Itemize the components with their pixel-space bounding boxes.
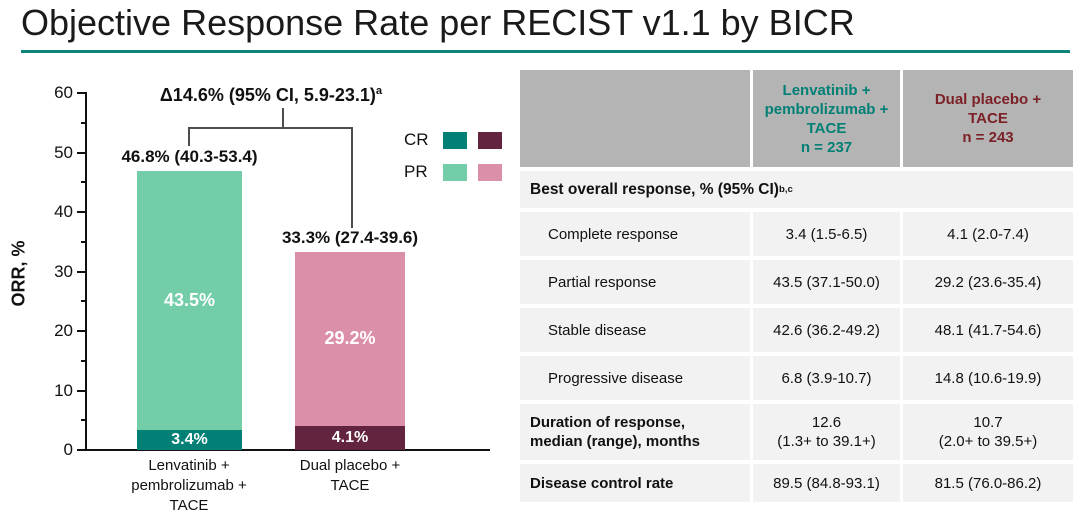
header-arm-n: n = 237 bbox=[800, 138, 853, 156]
legend-swatch-pr-lenvatinib bbox=[443, 163, 467, 181]
legend: CR PR bbox=[404, 130, 502, 195]
row-value-placebo: 48.1 (41.7-54.6) bbox=[903, 308, 1073, 352]
section-header-best-overall-response: Best overall response, % (95% CI) b,c bbox=[520, 171, 1073, 208]
cr-percent-label: 3.4% bbox=[171, 430, 208, 448]
header-arm-name: Dual placebo + TACE bbox=[934, 91, 1042, 127]
row-value-placebo: 81.5 (76.0-86.2) bbox=[903, 464, 1073, 502]
header-arm-name: Lenvatinib + pembrolizumab + TACE bbox=[764, 81, 889, 137]
legend-label-cr: CR bbox=[404, 130, 429, 149]
y-axis-minor-tick bbox=[81, 240, 86, 243]
bar-segment-cr: 4.1% bbox=[295, 425, 405, 450]
header-cell-placebo: Dual placebo + TACE n = 243 bbox=[903, 70, 1073, 167]
legend-swatch-cr-placebo bbox=[478, 131, 502, 149]
bar-total-label: 46.8% (40.3-53.4) bbox=[121, 146, 258, 166]
bar-segment-pr: 29.2% bbox=[295, 251, 405, 426]
row-value-lenvatinib: 42.6 (36.2-49.2) bbox=[753, 308, 900, 352]
bar-segment-cr: 3.4% bbox=[137, 429, 242, 450]
title-underline-rule bbox=[21, 50, 1070, 53]
legend-row-pr: PR bbox=[404, 162, 502, 181]
bracket-line-horizontal bbox=[188, 127, 353, 129]
table-row-disease-control-rate: Disease control rate 89.5 (84.8-93.1) 81… bbox=[520, 464, 1073, 502]
header-cell-lenvatinib: Lenvatinib + pembrolizumab + TACE n = 23… bbox=[753, 70, 900, 167]
y-axis-minor-tick bbox=[81, 419, 86, 422]
row-value-placebo: 10.7 (2.0+ to 39.5+) bbox=[903, 404, 1073, 460]
footnote-marker-a: a bbox=[375, 85, 383, 97]
row-value-placebo: 29.2 (23.6-35.4) bbox=[903, 260, 1073, 304]
row-value-lenvatinib: 43.5 (37.1-50.0) bbox=[753, 260, 900, 304]
header-arm-n: n = 243 bbox=[962, 129, 1014, 146]
row-value-placebo: 4.1 (2.0-7.4) bbox=[903, 212, 1073, 256]
bracket-line-left bbox=[188, 127, 190, 146]
y-axis-tick-label: 0 bbox=[63, 440, 73, 459]
page-title: Objective Response Rate per RECIST v1.1 … bbox=[21, 2, 855, 43]
y-axis-major-tick bbox=[77, 449, 86, 451]
bar-segment-pr: 43.5% bbox=[137, 170, 242, 430]
section-header-text: Best overall response, % (95% CI) bbox=[530, 181, 779, 198]
y-axis-line bbox=[85, 92, 87, 451]
table-header-row: Lenvatinib + pembrolizumab + TACE n = 23… bbox=[520, 70, 1073, 167]
y-axis-minor-tick bbox=[81, 359, 86, 362]
x-axis-line bbox=[85, 449, 490, 451]
y-axis-major-tick bbox=[77, 270, 86, 273]
table-row-progressive-disease: Progressive disease 6.8 (3.9-10.7) 14.8 … bbox=[520, 356, 1073, 400]
row-label: Complete response bbox=[520, 212, 750, 256]
pr-percent-label: 29.2% bbox=[324, 328, 376, 349]
y-axis-tick-label: 10 bbox=[54, 380, 73, 400]
y-axis-tick-label: 50 bbox=[54, 142, 73, 162]
y-axis-tick-label: 60 bbox=[54, 83, 73, 102]
response-table: Lenvatinib + pembrolizumab + TACE n = 23… bbox=[520, 70, 1073, 506]
y-axis-major-tick bbox=[77, 330, 86, 332]
row-label: Progressive disease bbox=[520, 356, 750, 400]
row-value-lenvatinib: 12.6 (1.3+ to 39.1+) bbox=[753, 404, 900, 460]
y-axis-major-tick bbox=[77, 211, 86, 213]
row-label: Duration of response, median (range), mo… bbox=[520, 404, 750, 460]
delta-annotation-text: Δ14.6% (95% CI, 5.9-23.1) bbox=[159, 85, 376, 105]
pr-percent-label: 43.5% bbox=[163, 289, 216, 310]
row-value-lenvatinib: 89.5 (84.8-93.1) bbox=[753, 464, 900, 502]
legend-swatch-pr-placebo bbox=[478, 163, 502, 181]
y-axis-tick-label: 30 bbox=[54, 261, 73, 281]
legend-swatch-cr-lenvatinib bbox=[443, 131, 467, 149]
bar-total-label: 33.3% (27.4-39.6) bbox=[281, 227, 419, 247]
y-axis-tick-label: 40 bbox=[54, 202, 73, 221]
y-axis-label: ORR, % bbox=[8, 240, 29, 307]
table-row-duration-of-response: Duration of response, median (range), mo… bbox=[520, 404, 1073, 460]
table-row-stable-disease: Stable disease 42.6 (36.2-49.2) 48.1 (41… bbox=[520, 308, 1073, 352]
bracket-line-right bbox=[351, 127, 353, 228]
x-category-placebo: Dual placebo + TACE bbox=[299, 457, 401, 494]
bracket-line-stem bbox=[282, 108, 284, 127]
x-category-lenvatinib: Lenvatinib + pembrolizumab + TACE bbox=[131, 457, 247, 514]
table-row-partial-response: Partial response 43.5 (37.1-50.0) 29.2 (… bbox=[520, 260, 1073, 304]
delta-annotation: Δ14.6% (95% CI, 5.9-23.1)a bbox=[160, 85, 382, 106]
footnote-marker-bc: b,c bbox=[778, 184, 793, 195]
y-axis-major-tick bbox=[77, 389, 86, 392]
cr-percent-label: 4.1% bbox=[331, 428, 369, 446]
y-axis-tick-label: 20 bbox=[54, 321, 73, 340]
y-axis-minor-tick bbox=[81, 121, 86, 124]
row-value-placebo: 14.8 (10.6-19.9) bbox=[903, 356, 1073, 400]
header-cell-empty bbox=[520, 70, 750, 167]
row-label: Stable disease bbox=[520, 308, 750, 352]
y-axis-minor-tick bbox=[81, 300, 86, 303]
row-value-lenvatinib: 6.8 (3.9-10.7) bbox=[753, 356, 900, 400]
row-value-lenvatinib: 3.4 (1.5-6.5) bbox=[753, 212, 900, 256]
y-axis-minor-tick bbox=[81, 181, 86, 184]
legend-label-pr: PR bbox=[404, 162, 428, 181]
legend-row-cr: CR bbox=[404, 130, 502, 149]
table-row-complete-response: Complete response 3.4 (1.5-6.5) 4.1 (2.0… bbox=[520, 212, 1073, 256]
row-label: Partial response bbox=[520, 260, 750, 304]
y-axis-major-tick bbox=[77, 151, 86, 154]
row-label: Disease control rate bbox=[520, 464, 750, 502]
table-section-row: Best overall response, % (95% CI) b,c bbox=[520, 171, 1073, 208]
y-axis-major-tick bbox=[77, 92, 86, 94]
